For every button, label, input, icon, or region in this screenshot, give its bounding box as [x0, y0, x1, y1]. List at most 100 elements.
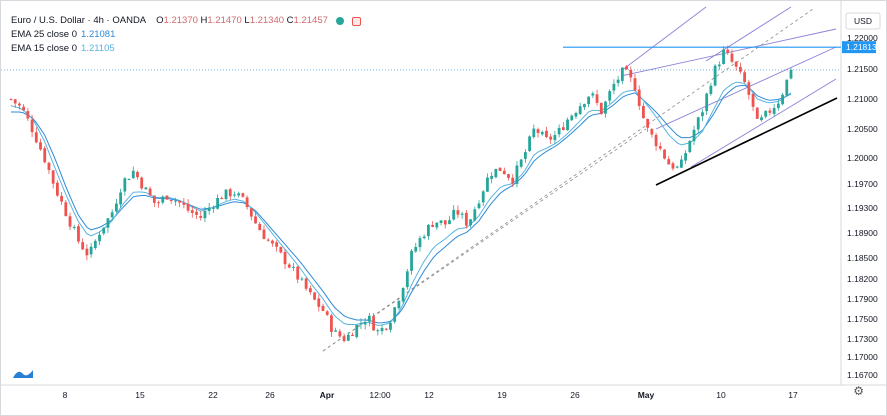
candle-body [9, 99, 13, 101]
candle-body [275, 242, 279, 247]
candle-body [389, 322, 392, 330]
candle-body [469, 219, 472, 226]
candle-body [106, 218, 110, 228]
candle-body [730, 53, 734, 62]
candle-body [561, 127, 565, 130]
candle-body [456, 210, 460, 215]
candle-body [764, 110, 768, 117]
candle-body [157, 202, 160, 204]
candle-body [494, 168, 498, 178]
candle-body [367, 315, 371, 322]
candle-body [334, 330, 338, 332]
candle-body [321, 305, 325, 311]
candle-body [422, 236, 426, 239]
candle-body [342, 336, 346, 342]
candle-body [296, 266, 300, 280]
time-tick-label: 19 [497, 390, 507, 400]
candle-body [701, 112, 704, 117]
candle-body [300, 278, 304, 280]
candle-body [330, 315, 333, 332]
candle-body [667, 159, 671, 165]
candle-body [739, 66, 742, 72]
candle-body [523, 152, 527, 159]
candle-body [224, 189, 228, 200]
flag-icon[interactable] [351, 16, 361, 26]
candle-body [675, 166, 679, 168]
candle-body [553, 134, 557, 141]
candle-body [136, 171, 139, 178]
candle-body [405, 271, 409, 288]
candle-body [292, 266, 295, 268]
candle-body [98, 234, 101, 242]
market-status-icon [335, 17, 344, 25]
candle-body [477, 203, 481, 209]
candle-body [473, 209, 477, 221]
candle-body [591, 93, 595, 96]
candle-body [249, 208, 253, 217]
candle-body [182, 202, 186, 205]
candle-body [566, 119, 569, 131]
candle-body [127, 178, 131, 180]
candle-body [642, 105, 645, 119]
candle-body [439, 220, 443, 224]
candle-body [152, 195, 156, 203]
candle-body [755, 107, 759, 119]
candle-body [726, 49, 730, 53]
candle-body [616, 79, 620, 83]
candle-body [110, 212, 114, 218]
candle-body [536, 129, 540, 133]
time-tick-label: 22 [208, 390, 218, 400]
channel-upper-line [620, 6, 707, 72]
candle-body [481, 191, 485, 203]
candle-body [452, 209, 456, 220]
candle-body [540, 132, 544, 135]
candle-body [772, 108, 776, 114]
candle-body [287, 264, 291, 268]
price-tick-label: 1.21500 [847, 64, 878, 74]
candle-body [262, 229, 266, 240]
gear-icon[interactable]: ⚙ [853, 384, 864, 398]
candle-body [77, 226, 80, 242]
candle-body [713, 65, 717, 86]
ema25-row[interactable]: EMA 25 close 0 1.21081 [11, 28, 361, 42]
price-tick-label: 1.22000 [847, 33, 878, 43]
candle-body [380, 328, 384, 332]
candle-body [372, 316, 375, 331]
ema15-value: 1.21105 [81, 43, 115, 54]
candle-body [578, 106, 582, 115]
candle-body [199, 215, 203, 218]
candle-body [123, 178, 127, 192]
candle-body [178, 200, 182, 203]
channel-lower-dashed-line [322, 128, 647, 352]
price-tick-label: 1.19300 [847, 203, 878, 213]
candle-body [304, 278, 308, 289]
candle-body [237, 193, 241, 196]
candle-body [717, 64, 721, 67]
price-tick-label: 1.18200 [847, 274, 878, 284]
candle-body [696, 117, 700, 130]
candle-body [190, 210, 194, 213]
candle-body [595, 94, 599, 103]
candle-body [30, 119, 34, 133]
candle-body [211, 207, 215, 209]
candle-body [102, 227, 106, 234]
candle-body [464, 212, 468, 226]
channel-bottom-line [690, 78, 837, 168]
candle-body [207, 207, 211, 211]
candle-body [692, 129, 696, 142]
candle-body [789, 69, 793, 79]
candle-body [85, 248, 89, 256]
ema15-row[interactable]: EMA 15 close 0 1.21105 [11, 42, 361, 56]
tradingview-logo[interactable] [13, 365, 33, 383]
candle-body [376, 330, 380, 332]
candle-body [203, 210, 207, 219]
candle-body [608, 91, 612, 101]
candle-body [734, 61, 738, 67]
price-tick-label: 1.20500 [847, 124, 878, 134]
candle-body [161, 196, 165, 203]
candle-body [776, 103, 780, 108]
candle-body [148, 188, 152, 196]
symbol-title[interactable]: Euro / U.S. Dollar · 4h · OANDA [11, 15, 147, 26]
